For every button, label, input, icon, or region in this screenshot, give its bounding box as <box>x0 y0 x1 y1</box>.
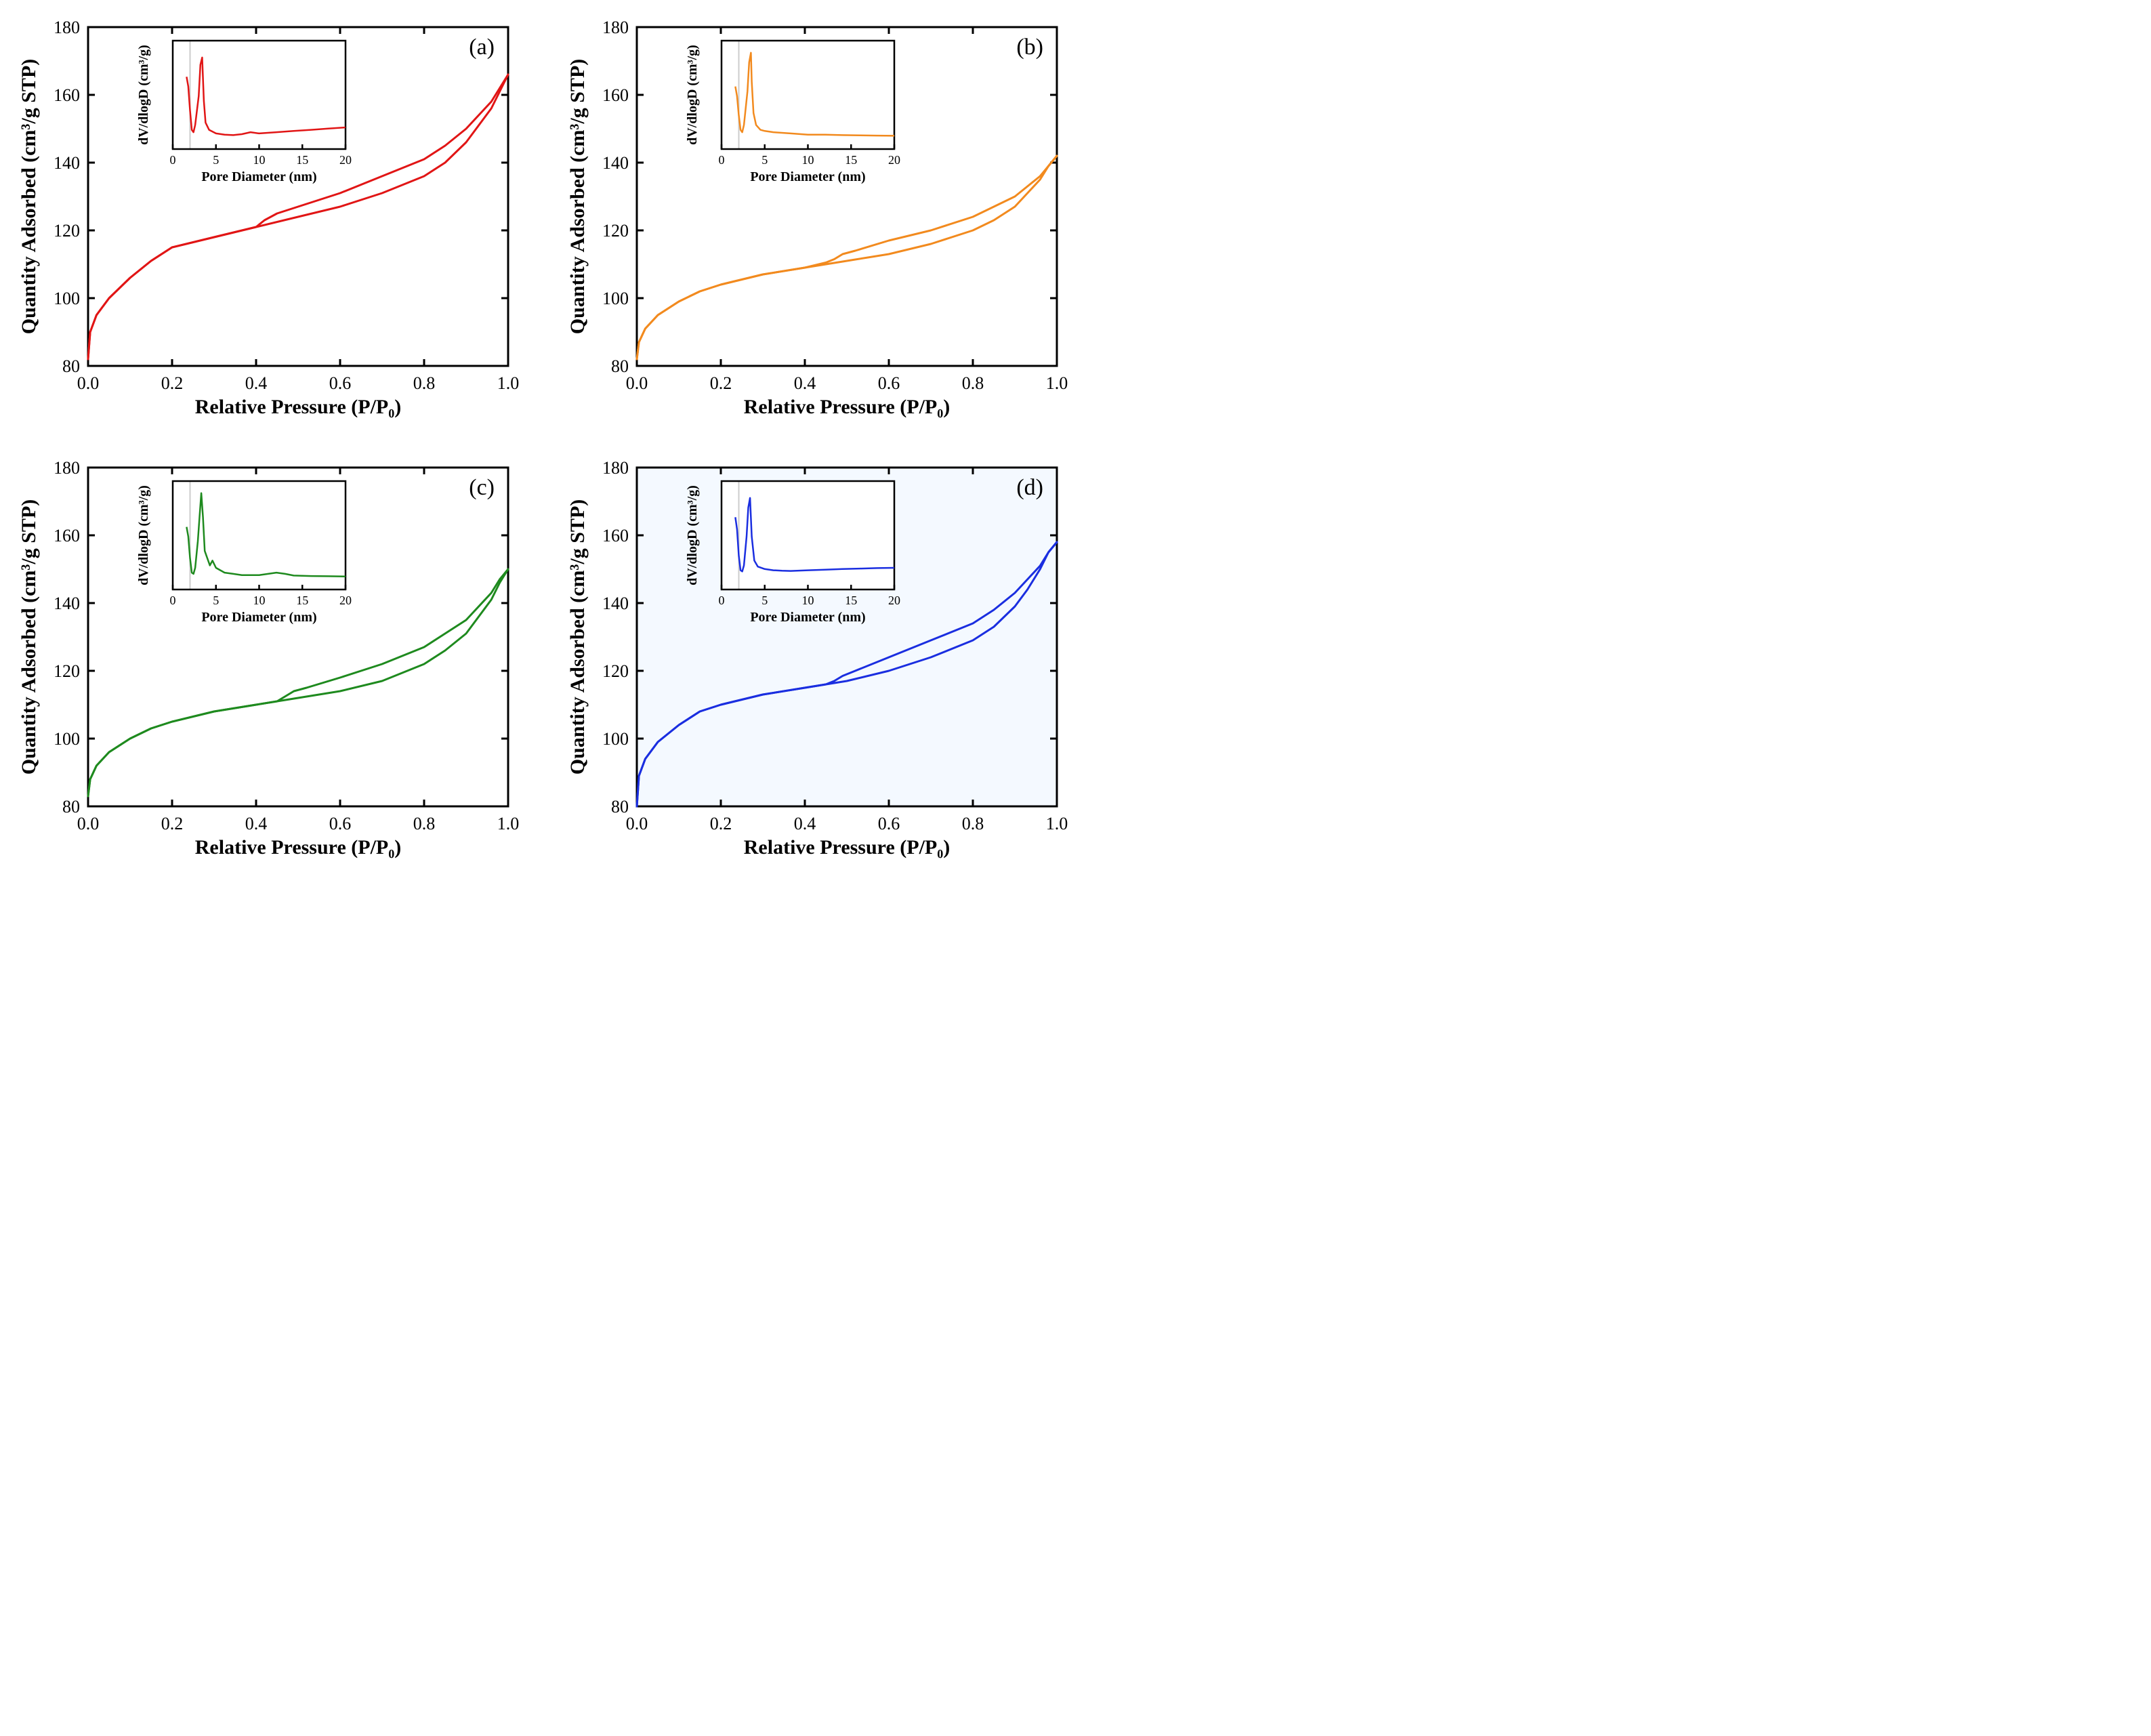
svg-text:0.0: 0.0 <box>77 814 100 833</box>
svg-text:160: 160 <box>54 85 80 105</box>
x-axis-label: Relative Pressure (P/P₀) <box>744 836 950 859</box>
svg-text:20: 20 <box>339 153 352 167</box>
svg-text:20: 20 <box>888 594 900 607</box>
svg-text:0.2: 0.2 <box>161 814 184 833</box>
svg-text:180: 180 <box>602 18 629 37</box>
svg-text:5: 5 <box>213 153 219 167</box>
x-axis-label: Relative Pressure (P/P₀) <box>744 396 950 418</box>
svg-text:80: 80 <box>611 356 629 376</box>
svg-text:100: 100 <box>602 289 629 308</box>
svg-text:15: 15 <box>845 594 857 607</box>
svg-text:140: 140 <box>602 594 629 613</box>
isotherm-curve <box>637 156 1057 359</box>
svg-text:0.0: 0.0 <box>626 373 648 393</box>
chart-panel: 0.00.20.40.60.81.080100120140160180Relat… <box>14 454 522 867</box>
svg-text:5: 5 <box>761 594 768 607</box>
panel-tag: (c) <box>469 475 495 500</box>
panel-tag: (a) <box>469 35 495 60</box>
svg-text:0: 0 <box>170 153 176 167</box>
y-axis-label: Quantity Adsorbed (cm³/g STP) <box>18 59 40 335</box>
svg-text:0: 0 <box>719 153 725 167</box>
inset-y-label: dV/dlogD (cm³/g) <box>685 45 700 145</box>
svg-text:0.8: 0.8 <box>413 373 436 393</box>
inset-y-label: dV/dlogD (cm³/g) <box>136 45 151 145</box>
svg-text:0.4: 0.4 <box>794 814 816 833</box>
svg-text:160: 160 <box>54 526 80 545</box>
inset-x-label: Pore Diameter (nm) <box>750 169 865 184</box>
inset-x-label: Pore Diameter (nm) <box>201 169 316 184</box>
inset-y-label: dV/dlogD (cm³/g) <box>685 485 700 585</box>
svg-text:140: 140 <box>54 153 80 173</box>
y-axis-label: Quantity Adsorbed (cm³/g STP) <box>566 59 589 335</box>
svg-text:140: 140 <box>602 153 629 173</box>
svg-text:1.0: 1.0 <box>497 373 520 393</box>
svg-text:0.6: 0.6 <box>878 814 900 833</box>
svg-text:5: 5 <box>213 594 219 607</box>
inset-chart: 0 5 10 15 20 Pore Diameter (nm) dV/dlogD (cm³/… <box>685 41 900 184</box>
panel-tag: (d) <box>1016 475 1043 500</box>
svg-text:0: 0 <box>170 594 176 607</box>
svg-text:120: 120 <box>602 661 629 681</box>
isotherm-curve <box>637 156 1057 359</box>
svg-text:1.0: 1.0 <box>1046 814 1068 833</box>
svg-text:180: 180 <box>602 458 629 478</box>
svg-text:160: 160 <box>602 85 629 105</box>
svg-text:140: 140 <box>54 594 80 613</box>
svg-text:180: 180 <box>54 458 80 478</box>
svg-text:10: 10 <box>253 153 266 167</box>
svg-text:100: 100 <box>54 729 80 749</box>
svg-text:0.2: 0.2 <box>710 373 732 393</box>
inset-y-label: dV/dlogD (cm³/g) <box>136 485 151 585</box>
x-axis-label: Relative Pressure (P/P₀) <box>195 396 401 418</box>
inset-chart: 0 5 10 15 20 Pore Diameter (nm) dV/dlogD (cm³/… <box>136 41 352 184</box>
svg-text:0.0: 0.0 <box>77 373 100 393</box>
svg-text:10: 10 <box>802 594 814 607</box>
svg-text:0.4: 0.4 <box>245 373 268 393</box>
svg-text:0.4: 0.4 <box>245 814 268 833</box>
inset-chart: 0 5 10 15 20 Pore Diameter (nm) dV/dlogD (cm³/… <box>136 481 352 625</box>
svg-text:0.8: 0.8 <box>962 373 984 393</box>
svg-text:0.2: 0.2 <box>161 373 184 393</box>
svg-text:1.0: 1.0 <box>497 814 520 833</box>
svg-text:80: 80 <box>62 797 80 817</box>
svg-text:120: 120 <box>54 221 80 241</box>
y-axis-label: Quantity Adsorbed (cm³/g STP) <box>18 499 40 775</box>
svg-text:20: 20 <box>888 153 900 167</box>
svg-text:1.0: 1.0 <box>1046 373 1068 393</box>
svg-text:0.6: 0.6 <box>878 373 900 393</box>
svg-text:80: 80 <box>611 797 629 817</box>
svg-text:5: 5 <box>761 153 768 167</box>
svg-text:100: 100 <box>602 729 629 749</box>
svg-text:0.4: 0.4 <box>794 373 816 393</box>
chart-panel: 0.00.20.40.60.81.080100120140160180Relat… <box>14 14 522 427</box>
svg-text:15: 15 <box>296 594 308 607</box>
svg-text:0: 0 <box>719 594 725 607</box>
svg-text:0.6: 0.6 <box>329 814 352 833</box>
svg-text:100: 100 <box>54 289 80 308</box>
svg-text:160: 160 <box>602 526 629 545</box>
svg-text:10: 10 <box>253 594 266 607</box>
svg-text:120: 120 <box>54 661 80 681</box>
svg-text:180: 180 <box>54 18 80 37</box>
chart-panel: 0.00.20.40.60.81.080100120140160180Relat… <box>562 14 1070 427</box>
svg-text:80: 80 <box>62 356 80 376</box>
svg-text:10: 10 <box>802 153 814 167</box>
y-axis-label: Quantity Adsorbed (cm³/g STP) <box>566 499 589 775</box>
svg-text:0.0: 0.0 <box>626 814 648 833</box>
svg-text:0.8: 0.8 <box>962 814 984 833</box>
svg-text:15: 15 <box>845 153 857 167</box>
svg-text:0.2: 0.2 <box>710 814 732 833</box>
inset-x-label: Pore Diameter (nm) <box>750 610 865 625</box>
svg-text:20: 20 <box>339 594 352 607</box>
svg-text:0.8: 0.8 <box>413 814 436 833</box>
panel-tag: (b) <box>1016 35 1043 60</box>
inset-x-label: Pore Diameter (nm) <box>201 610 316 625</box>
svg-text:0.6: 0.6 <box>329 373 352 393</box>
x-axis-label: Relative Pressure (P/P₀) <box>195 836 401 859</box>
svg-text:120: 120 <box>602 221 629 241</box>
svg-text:15: 15 <box>296 153 308 167</box>
chart-panel: 0.00.20.40.60.81.080100120140160180Relat… <box>562 454 1070 867</box>
